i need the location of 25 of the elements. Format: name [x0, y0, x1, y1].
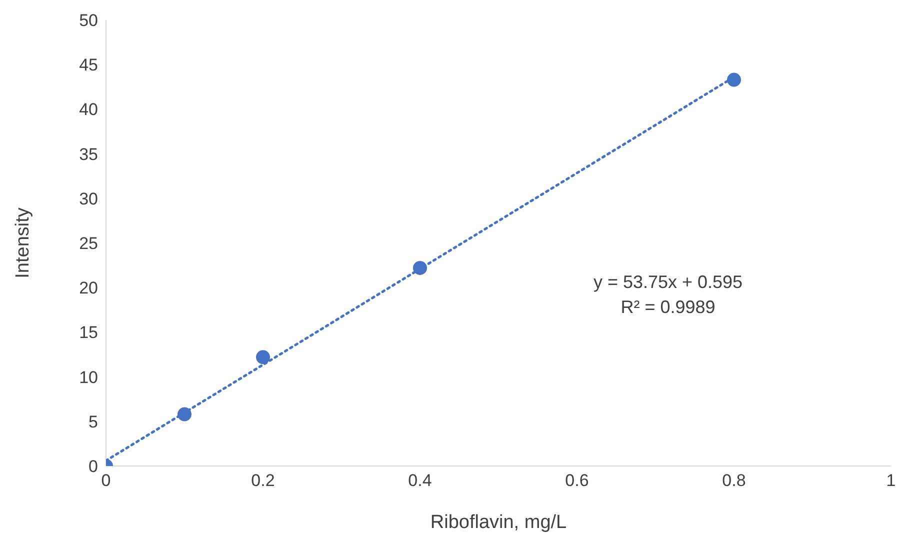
y-tick-label: 25 — [79, 234, 98, 254]
y-tick-label: 45 — [79, 56, 98, 75]
y-tick-label: 50 — [79, 11, 98, 30]
y-tick-label: 40 — [79, 100, 98, 120]
y-tick-label: 30 — [79, 189, 98, 208]
point — [256, 350, 270, 364]
x-tick-label: 0.4 — [408, 471, 432, 490]
y-tick-label: 20 — [79, 278, 98, 298]
x-tick-label: 0 — [101, 471, 111, 490]
x-tick-label: 1 — [886, 471, 896, 490]
y-axis-title: Intensity — [12, 207, 34, 278]
annotation: R² = 0.9989 — [620, 296, 716, 319]
point — [178, 407, 192, 422]
y-tick-label: 10 — [79, 368, 98, 387]
x-tick-label: 0.8 — [722, 471, 746, 490]
x-axis-title: Riboflavin, mg/L — [430, 512, 567, 533]
x-tick-label: 0.2 — [251, 471, 275, 490]
y-tick-label: 35 — [79, 144, 98, 164]
y-tick-label: 0 — [88, 457, 98, 476]
point — [727, 72, 741, 87]
annotation: y = 53.75x + 0.595 — [592, 271, 744, 294]
point — [413, 260, 427, 275]
y-tick-label: 15 — [79, 323, 98, 342]
y-tick-label: 5 — [88, 412, 98, 432]
x-tick-label: 0.6 — [565, 471, 589, 490]
